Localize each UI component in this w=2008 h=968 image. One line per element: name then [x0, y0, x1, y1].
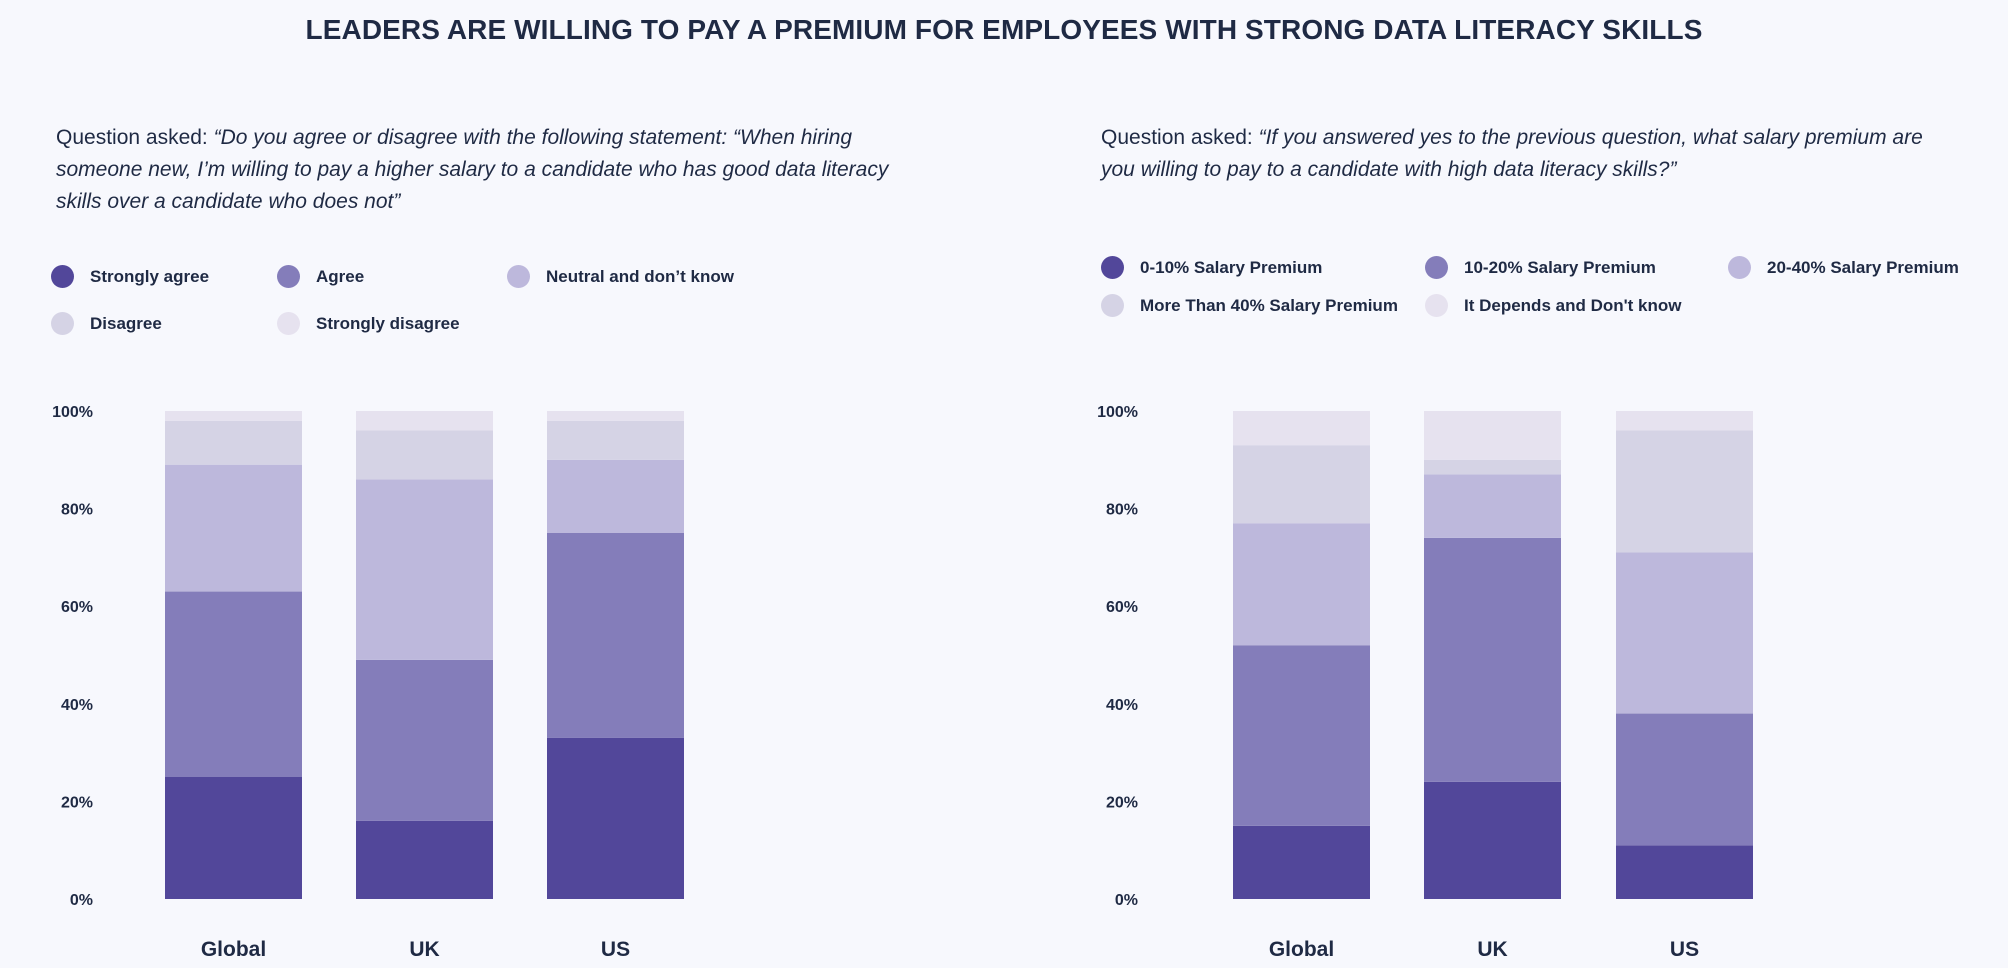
bar-segment-global-disagree [165, 420, 302, 465]
question-quote: “Do you agree or disagree with the follo… [56, 126, 889, 213]
bar-segment-uk-agree [356, 659, 493, 821]
bar-segment-us-0-10-salary-premium [1616, 845, 1753, 899]
y-tick-label: 40% [1106, 697, 1138, 714]
bar-segment-global-20-40-salary-premium [1233, 523, 1370, 646]
y-tick-label: 60% [1106, 599, 1138, 616]
question-quote: “If you answered yes to the previous que… [1101, 126, 1923, 181]
bar-segment-uk-10-20-salary-premium [1424, 537, 1561, 782]
y-tick-label: 80% [1106, 502, 1138, 519]
x-category-label: US [1670, 938, 1699, 961]
chart-panel-left: Question asked: “Do you agree or disagre… [51, 122, 906, 961]
page-title: LEADERS ARE WILLING TO PAY A PREMIUM FOR… [305, 14, 1703, 45]
bar-segment-uk-disagree [356, 430, 493, 480]
bar-segment-global-agree [165, 591, 302, 777]
y-tick-label: 0% [1115, 892, 1138, 909]
question-lead: Question asked: [56, 126, 214, 149]
bar-segment-us-strongly-disagree [547, 411, 684, 421]
bar-segment-global-strongly-disagree [165, 411, 302, 421]
y-tick-label: 100% [1097, 404, 1138, 421]
y-tick-label: 0% [70, 892, 93, 909]
y-tick-label: 100% [52, 404, 93, 421]
x-category-label: UK [409, 938, 439, 961]
stacked-bar-chart: 0% 20% 40% 60% 80% 100% Global UK US [1097, 404, 1753, 961]
bar-segment-us-10-20-salary-premium [1616, 713, 1753, 846]
stacked-bar-chart: 0% 20% 40% 60% 80% 100% Global UK US [52, 404, 684, 961]
x-category-label: Global [201, 938, 266, 961]
bar-segment-uk-0-10-salary-premium [1424, 781, 1561, 899]
bar-segment-global-10-20-salary-premium [1233, 645, 1370, 826]
bar-segment-us-20-40-salary-premium [1616, 552, 1753, 714]
bar-segment-global-0-10-salary-premium [1233, 825, 1370, 899]
bar-segment-us-disagree [547, 420, 684, 460]
x-category-label: UK [1477, 938, 1507, 961]
bar-segment-uk-neutral-and-don-t-know [356, 479, 493, 660]
bar-segment-uk-it-depends-and-don-t-know [1424, 411, 1561, 460]
bar-segment-us-it-depends-and-don-t-know [1616, 411, 1753, 431]
y-tick-label: 60% [61, 599, 93, 616]
bar-segment-us-neutral-and-don-t-know [547, 459, 684, 533]
bar-segment-global-it-depends-and-don-t-know [1233, 411, 1370, 446]
bar-segment-uk-20-40-salary-premium [1424, 474, 1561, 538]
y-tick-label: 20% [61, 794, 93, 811]
bar-segment-us-more-than-40-salary-premium [1616, 430, 1753, 553]
y-tick-label: 20% [1106, 794, 1138, 811]
bar-segment-global-neutral-and-don-t-know [165, 464, 302, 592]
bar-segment-us-agree [547, 533, 684, 738]
bar-segment-uk-strongly-agree [356, 820, 493, 899]
y-tick-label: 40% [61, 697, 93, 714]
x-category-label: Global [1269, 938, 1334, 961]
chart-panel-right: Question asked: “If you answered yes to … [1004, 0, 2008, 968]
bar-segment-us-strongly-agree [547, 737, 684, 899]
bar-segment-uk-more-than-40-salary-premium [1424, 459, 1561, 475]
bar-segment-global-strongly-agree [165, 777, 302, 899]
x-category-label: US [601, 938, 630, 961]
question-text: Question asked: “Do you agree or disagre… [56, 122, 906, 218]
y-tick-label: 80% [61, 502, 93, 519]
question-text: Question asked: “If you answered yes to … [1101, 122, 1961, 186]
bar-segment-uk-strongly-disagree [356, 411, 493, 431]
question-lead: Question asked: [1101, 126, 1259, 149]
bar-segment-global-more-than-40-salary-premium [1233, 445, 1370, 524]
